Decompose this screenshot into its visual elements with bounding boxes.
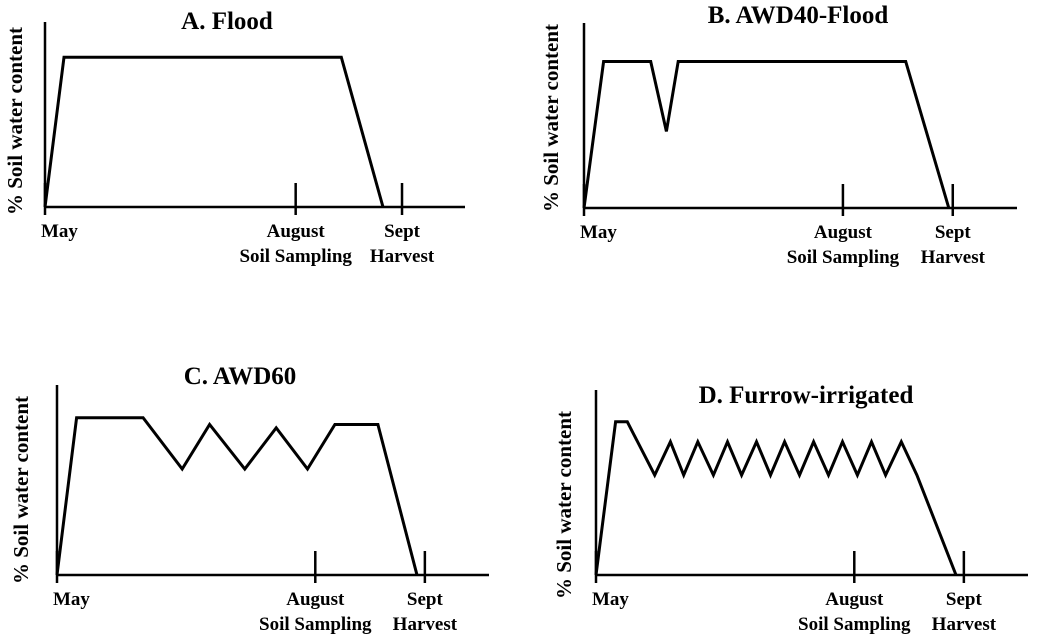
panel-d-tick-label-1-1: Soil Sampling: [798, 614, 911, 635]
panel-d-tick-label-1-0: August: [825, 589, 884, 610]
panel-c-series-line-0: [55, 416, 419, 576]
panel-b-tick-label-1-0: August: [814, 222, 873, 243]
panel-c-tick-label-1-0: August: [286, 589, 345, 610]
panel-b-ylabel: % Soil water content: [539, 24, 563, 212]
panel-c-title: C. AWD60: [184, 363, 297, 390]
panel-a-tick-label-2-1: Harvest: [370, 246, 435, 267]
panel-d-tick-label-0-0: May: [592, 589, 629, 610]
panel-a-tick-label-1-0: August: [267, 221, 326, 242]
panel-c-tick-label-0-0: May: [53, 589, 90, 610]
panel-c-tick-label-2-0: Sept: [407, 589, 444, 610]
panel-d: D. Furrow-irrigated % Soil water content…: [552, 382, 1028, 635]
panel-b-tick-label-2-0: Sept: [935, 222, 972, 243]
panel-a-ylabel: % Soil water content: [3, 27, 27, 215]
panel-c-tick-label-1-1: Soil Sampling: [259, 614, 372, 635]
panel-d-series-line-0: [594, 420, 958, 576]
panel-b-title: B. AWD40-Flood: [708, 2, 889, 29]
panel-d-title: D. Furrow-irrigated: [699, 382, 914, 409]
panel-b-series-line-0: [582, 60, 951, 209]
panel-b-tick-label-2-1: Harvest: [921, 247, 986, 268]
panel-c-ylabel: % Soil water content: [9, 396, 33, 584]
panel-b-tick-label-1-1: Soil Sampling: [787, 247, 900, 268]
panel-a-tick-label-0-0: May: [41, 221, 78, 242]
panel-a-tick-label-2-0: Sept: [384, 221, 421, 242]
panel-d-tick-label-2-0: Sept: [946, 589, 983, 610]
panel-a-tick-label-1-1: Soil Sampling: [239, 246, 352, 267]
panel-c-tick-label-2-1: Harvest: [393, 614, 458, 635]
panel-d-ylabel: % Soil water content: [552, 411, 576, 599]
panel-b: B. AWD40-Flood % Soil water content May A…: [539, 2, 1017, 268]
panel-d-tick-label-2-1: Harvest: [932, 614, 997, 635]
panel-b-tick-label-0-0: May: [580, 222, 617, 243]
panel-a-title: A. Flood: [181, 8, 273, 35]
panel-a-series-line-0: [43, 55, 385, 208]
panel-c: C. AWD60 % Soil water content May August S…: [9, 363, 489, 635]
panel-a: A. Flood % Soil water content May August S…: [3, 8, 465, 267]
